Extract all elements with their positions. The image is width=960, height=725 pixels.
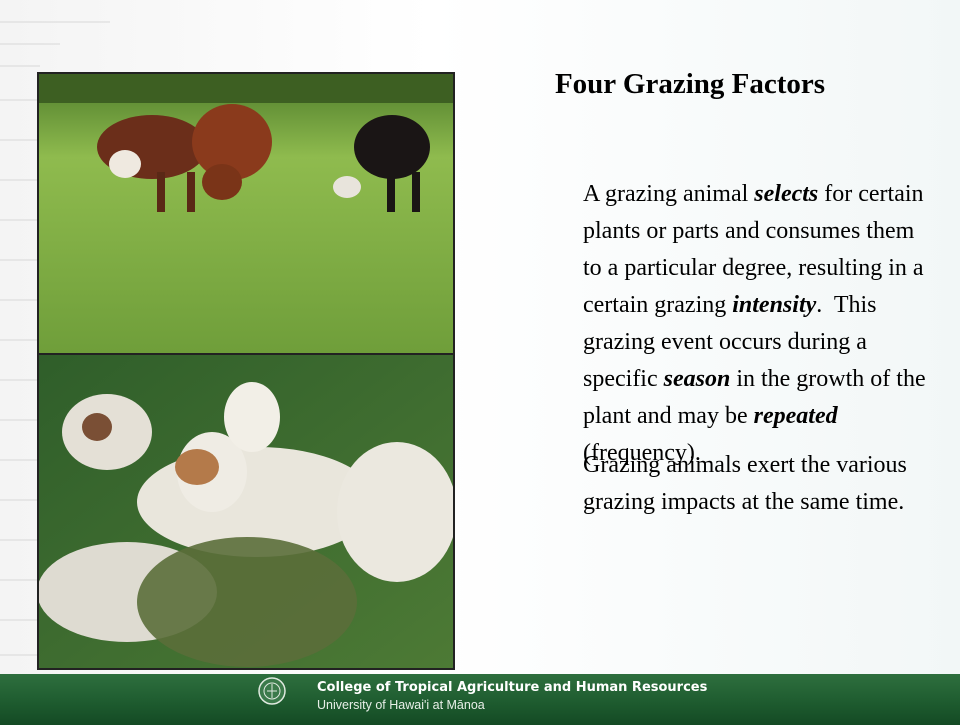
emphasis: season	[664, 366, 731, 392]
cattle-photo	[38, 73, 454, 354]
slide: Four Grazing Factors A grazing animal se…	[0, 0, 960, 725]
title: Four Grazing Factors	[500, 68, 880, 101]
text-run: Grazing animals exert the various grazin…	[583, 452, 913, 515]
text-run: A grazing animal	[583, 181, 754, 207]
footer-university: University of Hawai'i at Mānoa	[317, 698, 485, 712]
logo	[257, 676, 287, 706]
paragraph: A grazing animal selects for certain pla…	[583, 176, 933, 472]
goats-photo	[37, 354, 455, 669]
emphasis: repeated	[754, 403, 838, 429]
emphasis: intensity	[732, 292, 816, 318]
footer-college: College of Tropical Agriculture and Huma…	[317, 680, 707, 695]
emphasis: selects	[754, 181, 818, 207]
paragraph: Grazing animals exert the various grazin…	[583, 447, 913, 521]
photos	[37, 72, 455, 670]
